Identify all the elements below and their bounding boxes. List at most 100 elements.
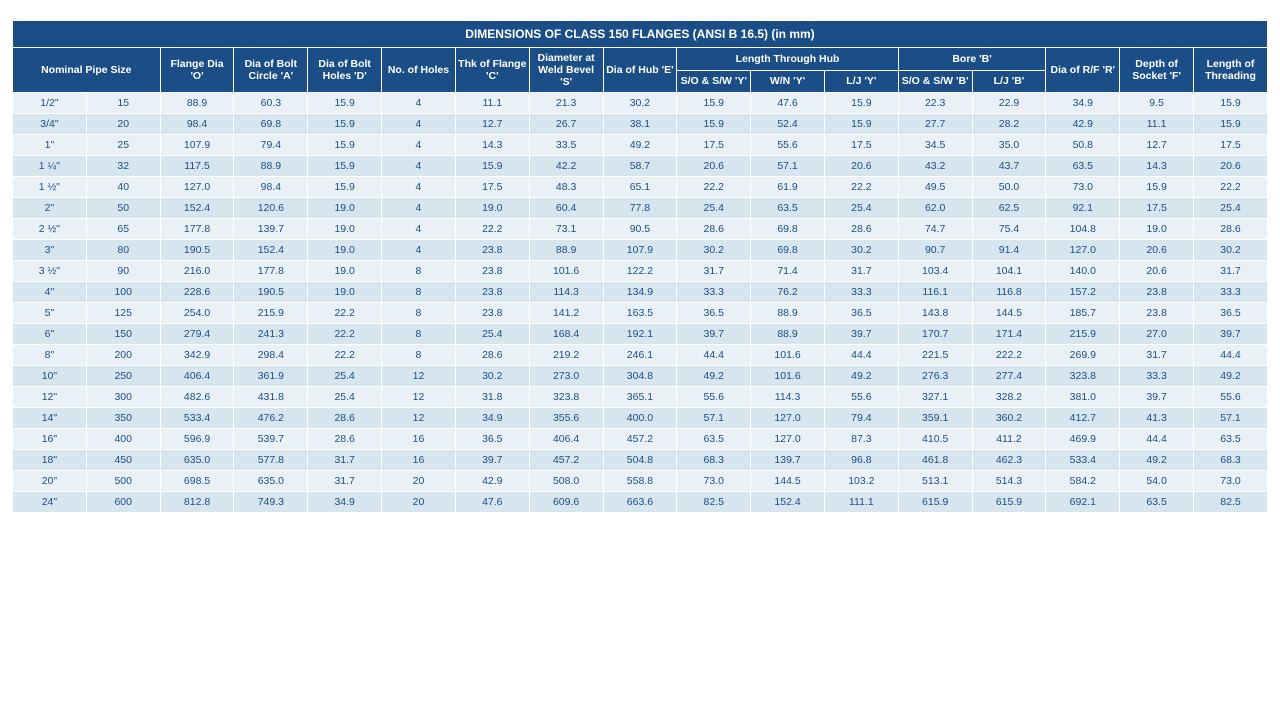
cell-nps2: 90 (86, 261, 160, 282)
cell-nps2: 20 (86, 114, 160, 135)
cell-d: 22.2 (308, 324, 382, 345)
cell-r: 533.4 (1046, 450, 1120, 471)
cell-f: 39.7 (1120, 387, 1194, 408)
table-row: 24"600812.8749.334.92047.6609.6663.682.5… (13, 492, 1268, 513)
cell-hy2: 88.9 (751, 324, 825, 345)
cell-s: 457.2 (529, 450, 603, 471)
col-dia-rf: Dia of R/F 'R' (1046, 48, 1120, 93)
cell-a: 635.0 (234, 471, 308, 492)
cell-nps1: 24" (13, 492, 87, 513)
cell-s: 42.2 (529, 156, 603, 177)
cell-e: 107.9 (603, 240, 677, 261)
cell-hy2: 139.7 (751, 450, 825, 471)
cell-hy1: 36.5 (677, 303, 751, 324)
cell-n: 20 (382, 471, 456, 492)
cell-c: 30.2 (455, 366, 529, 387)
cell-n: 4 (382, 135, 456, 156)
cell-d: 25.4 (308, 366, 382, 387)
cell-c: 42.9 (455, 471, 529, 492)
cell-o: 190.5 (160, 240, 234, 261)
table-row: 8"200342.9298.422.2828.6219.2246.144.410… (13, 345, 1268, 366)
cell-b2: 50.0 (972, 177, 1046, 198)
cell-r: 185.7 (1046, 303, 1120, 324)
cell-b1: 27.7 (898, 114, 972, 135)
col-weld-bevel: Diameter at Weld Bevel 'S' (529, 48, 603, 93)
cell-r: 323.8 (1046, 366, 1120, 387)
col-thk-flange: Thk of Flange 'C' (455, 48, 529, 93)
cell-d: 15.9 (308, 156, 382, 177)
cell-c: 11.1 (455, 93, 529, 114)
cell-e: 304.8 (603, 366, 677, 387)
cell-a: 749.3 (234, 492, 308, 513)
cell-t: 44.4 (1194, 345, 1268, 366)
cell-a: 577.8 (234, 450, 308, 471)
cell-f: 23.8 (1120, 282, 1194, 303)
cell-b1: 615.9 (898, 492, 972, 513)
cell-d: 28.6 (308, 429, 382, 450)
cell-t: 33.3 (1194, 282, 1268, 303)
table-row: 4"100228.6190.519.0823.8114.3134.933.376… (13, 282, 1268, 303)
cell-n: 12 (382, 408, 456, 429)
table-row: 1 ½"40127.098.415.9417.548.365.122.261.9… (13, 177, 1268, 198)
cell-c: 36.5 (455, 429, 529, 450)
col-bolt-circle: Dia of Bolt Circle 'A' (234, 48, 308, 93)
cell-a: 241.3 (234, 324, 308, 345)
cell-b2: 277.4 (972, 366, 1046, 387)
cell-o: 342.9 (160, 345, 234, 366)
cell-f: 41.3 (1120, 408, 1194, 429)
cell-hy2: 57.1 (751, 156, 825, 177)
cell-s: 355.6 (529, 408, 603, 429)
cell-nps1: 2" (13, 198, 87, 219)
cell-hy2: 127.0 (751, 429, 825, 450)
cell-d: 22.2 (308, 345, 382, 366)
cell-nps1: 20" (13, 471, 87, 492)
cell-r: 381.0 (1046, 387, 1120, 408)
cell-f: 14.3 (1120, 156, 1194, 177)
cell-o: 228.6 (160, 282, 234, 303)
cell-nps1: 1 ¼" (13, 156, 87, 177)
cell-a: 139.7 (234, 219, 308, 240)
cell-t: 57.1 (1194, 408, 1268, 429)
cell-b2: 615.9 (972, 492, 1046, 513)
cell-nps2: 25 (86, 135, 160, 156)
cell-b2: 35.0 (972, 135, 1046, 156)
cell-t: 30.2 (1194, 240, 1268, 261)
cell-o: 107.9 (160, 135, 234, 156)
cell-s: 48.3 (529, 177, 603, 198)
cell-d: 19.0 (308, 219, 382, 240)
cell-r: 469.9 (1046, 429, 1120, 450)
cell-b2: 75.4 (972, 219, 1046, 240)
cell-nps2: 50 (86, 198, 160, 219)
cell-n: 12 (382, 366, 456, 387)
cell-r: 50.8 (1046, 135, 1120, 156)
cell-c: 17.5 (455, 177, 529, 198)
cell-nps2: 100 (86, 282, 160, 303)
cell-b1: 513.1 (898, 471, 972, 492)
cell-b1: 62.0 (898, 198, 972, 219)
cell-f: 54.0 (1120, 471, 1194, 492)
cell-hy3: 25.4 (824, 198, 898, 219)
cell-t: 36.5 (1194, 303, 1268, 324)
cell-e: 65.1 (603, 177, 677, 198)
cell-b1: 327.1 (898, 387, 972, 408)
cell-n: 8 (382, 324, 456, 345)
cell-nps2: 150 (86, 324, 160, 345)
cell-t: 28.6 (1194, 219, 1268, 240)
cell-nps1: 3 ½" (13, 261, 87, 282)
cell-d: 31.7 (308, 450, 382, 471)
table-body: 1/2"1588.960.315.9411.121.330.215.947.61… (13, 93, 1268, 513)
cell-hy1: 33.3 (677, 282, 751, 303)
cell-f: 20.6 (1120, 240, 1194, 261)
cell-o: 279.4 (160, 324, 234, 345)
cell-o: 177.8 (160, 219, 234, 240)
cell-nps1: 6" (13, 324, 87, 345)
col-flange-dia: Flange Dia 'O' (160, 48, 234, 93)
cell-hy1: 25.4 (677, 198, 751, 219)
cell-s: 323.8 (529, 387, 603, 408)
cell-s: 219.2 (529, 345, 603, 366)
cell-hy1: 22.2 (677, 177, 751, 198)
cell-s: 60.4 (529, 198, 603, 219)
cell-r: 42.9 (1046, 114, 1120, 135)
cell-c: 25.4 (455, 324, 529, 345)
cell-hy2: 76.2 (751, 282, 825, 303)
